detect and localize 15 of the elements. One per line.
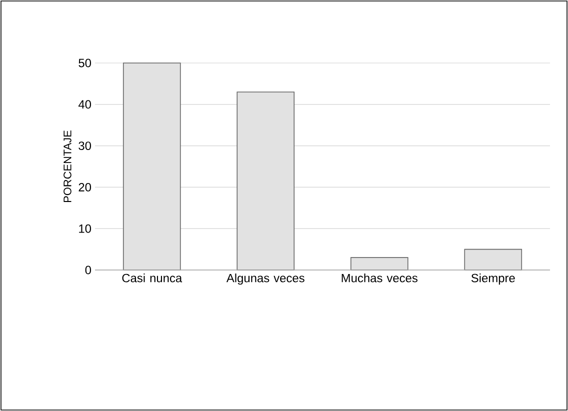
bar [122,62,181,270]
bar [350,257,408,270]
x-tick-label: Siempre [471,274,515,285]
x-tick-label: Algunas veces [226,274,304,285]
x-tick-label: Muchas veces [342,274,418,282]
y-tick-label: 40 [78,100,92,109]
bar [464,248,522,270]
y-tick-label: 0 [85,266,92,274]
y-tick-label: 20 [78,182,92,192]
bar [236,92,295,270]
y-tick-label: 10 [79,224,92,233]
y-tick-label: 30 [78,142,92,150]
x-tick-label: Casi nunca [122,274,182,282]
y-tick-label: 50 [78,58,92,68]
y-axis-title: PORCENTAJE [64,130,72,202]
